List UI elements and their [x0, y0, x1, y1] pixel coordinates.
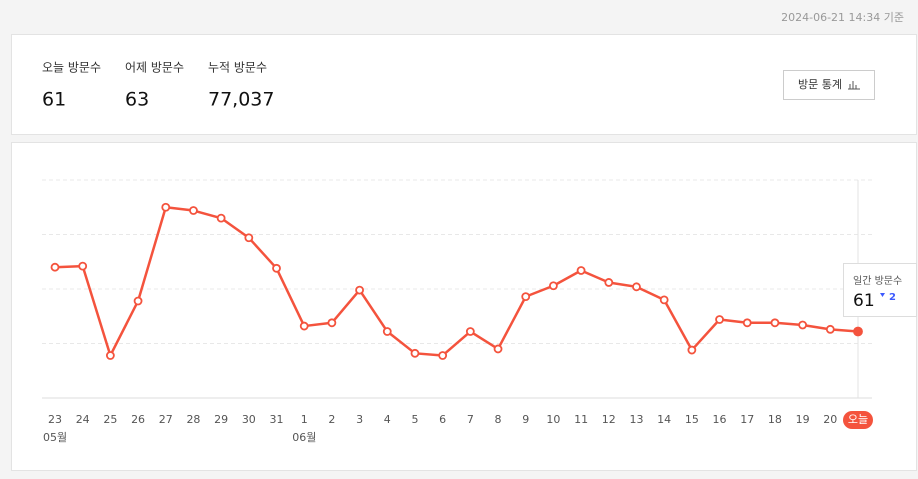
- x-tick-label: 10: [546, 413, 560, 426]
- x-tick-label: 31: [270, 413, 284, 426]
- x-tick-label: 3: [356, 413, 363, 426]
- stats-button[interactable]: 방문 통계: [783, 70, 875, 100]
- point: [604, 278, 614, 287]
- stat-value: 77,037: [208, 89, 274, 111]
- button-icon[interactable]: [848, 81, 860, 90]
- x-tick-label: 25: [103, 413, 117, 426]
- month-label: 05월: [43, 431, 67, 444]
- x-tick-label: 7: [467, 413, 474, 426]
- timestamp: 2024-06-21 14:34 기준: [781, 11, 904, 24]
- x-tick-label: 14: [657, 413, 671, 426]
- point: [742, 318, 752, 328]
- point: [50, 262, 60, 272]
- x-tick-label: 오늘: [848, 413, 868, 426]
- x-tick-label: 9: [522, 413, 529, 426]
- point: [410, 348, 420, 358]
- stat-value: 61: [42, 89, 66, 111]
- x-tick-label: 2: [328, 413, 335, 426]
- point: [632, 282, 641, 292]
- point: [244, 233, 254, 243]
- tooltip: 일간 방문수 61 2: [843, 263, 917, 317]
- x-tick-label: 11: [574, 413, 588, 426]
- x-tick-label: 28: [186, 413, 200, 426]
- x-tick-label: 13: [629, 413, 643, 426]
- x-tick-label: 4: [384, 413, 391, 426]
- x-tick-label: 29: [214, 413, 228, 426]
- point: [493, 344, 503, 354]
- x-tick-label: 17: [740, 413, 754, 426]
- point: [272, 263, 281, 273]
- point: [853, 326, 863, 337]
- point: [161, 202, 171, 212]
- point: [549, 281, 558, 291]
- stat-label: 누적 방문수: [208, 61, 267, 75]
- point: [715, 315, 724, 324]
- point: [798, 320, 808, 330]
- x-tick-label: 15: [685, 413, 699, 426]
- x-tick-label: 19: [796, 413, 810, 426]
- x-tick-label: 23: [48, 413, 62, 426]
- point: [189, 206, 198, 215]
- tooltip-box: [843, 263, 917, 317]
- x-tick-label: 30: [242, 413, 256, 426]
- button-label[interactable]: 방문 통계: [798, 78, 842, 91]
- tooltip-change: 2: [889, 292, 896, 303]
- tooltip-label: 일간 방문수: [853, 275, 902, 287]
- point: [78, 261, 88, 271]
- point: [659, 295, 669, 305]
- x-tick-label: 6: [439, 413, 446, 426]
- point: [521, 292, 531, 302]
- summary-card: [11, 34, 917, 135]
- month-label: 06월: [292, 431, 316, 444]
- point: [576, 266, 586, 275]
- point: [465, 327, 475, 336]
- point: [770, 318, 780, 328]
- x-tick-label: 1: [301, 413, 308, 426]
- x-tick-label: 18: [768, 413, 782, 426]
- x-tick-label: 12: [602, 413, 616, 426]
- x-tick-label: 8: [495, 413, 502, 426]
- stat-label: 어제 방문수: [125, 61, 184, 75]
- point: [825, 324, 835, 334]
- point: [687, 345, 697, 355]
- today-pill: [843, 411, 873, 429]
- x-tick-label: 27: [159, 413, 173, 426]
- x-tick-label: 20: [823, 413, 837, 426]
- x-tick-label: 26: [131, 413, 145, 426]
- down-arrow: [880, 293, 885, 297]
- point: [355, 285, 364, 295]
- point: [105, 351, 115, 360]
- line: [54, 206, 859, 357]
- point: [216, 213, 226, 223]
- stat-value: 63: [125, 89, 149, 111]
- chart-card: [11, 142, 917, 471]
- stat-label: 오늘 방문수: [42, 61, 101, 75]
- point: [327, 318, 337, 328]
- point: [382, 327, 392, 336]
- x-tick-label: 5: [411, 413, 418, 426]
- point: [438, 351, 448, 360]
- x-tick-label: 24: [76, 413, 90, 426]
- x-tick-label: 16: [713, 413, 727, 426]
- button-frame[interactable]: [783, 70, 875, 100]
- point: [133, 296, 143, 306]
- tooltip-value: 61: [853, 291, 875, 311]
- point: [299, 321, 309, 331]
